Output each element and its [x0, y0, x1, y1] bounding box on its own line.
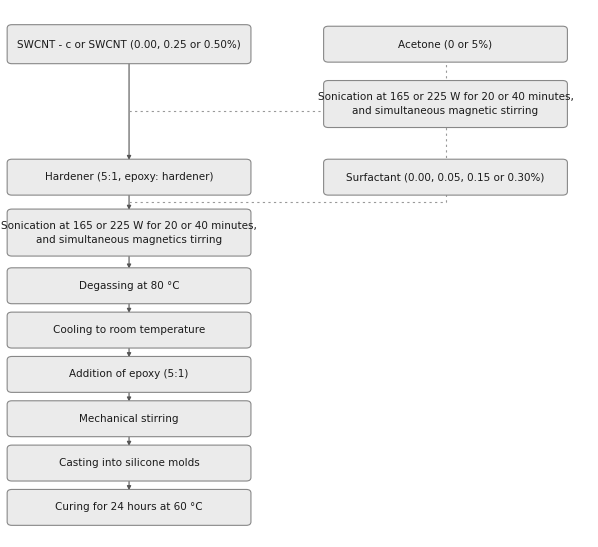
Text: Casting into silicone molds: Casting into silicone molds [59, 458, 199, 468]
FancyBboxPatch shape [7, 490, 251, 525]
FancyBboxPatch shape [324, 26, 568, 62]
FancyBboxPatch shape [7, 25, 251, 63]
Text: Addition of epoxy (5:1): Addition of epoxy (5:1) [69, 369, 189, 380]
Text: Hardener (5:1, epoxy: hardener): Hardener (5:1, epoxy: hardener) [45, 172, 213, 182]
Text: Mechanical stirring: Mechanical stirring [80, 414, 179, 424]
Text: Cooling to room temperature: Cooling to room temperature [53, 325, 205, 335]
Text: Sonication at 165 or 225 W for 20 or 40 minutes,
and simultaneous magnetic stirr: Sonication at 165 or 225 W for 20 or 40 … [318, 92, 573, 116]
FancyBboxPatch shape [324, 159, 568, 195]
FancyBboxPatch shape [324, 80, 568, 127]
FancyBboxPatch shape [7, 159, 251, 195]
FancyBboxPatch shape [7, 268, 251, 304]
Text: Degassing at 80 °C: Degassing at 80 °C [79, 281, 179, 291]
Text: Acetone (0 or 5%): Acetone (0 or 5%) [398, 39, 493, 49]
FancyBboxPatch shape [7, 209, 251, 256]
Text: Sonication at 165 or 225 W for 20 or 40 minutes,
and simultaneous magnetics tirr: Sonication at 165 or 225 W for 20 or 40 … [1, 220, 257, 245]
FancyBboxPatch shape [7, 312, 251, 348]
FancyBboxPatch shape [7, 445, 251, 481]
Text: Curing for 24 hours at 60 °C: Curing for 24 hours at 60 °C [55, 502, 203, 513]
Text: Surfactant (0.00, 0.05, 0.15 or 0.30%): Surfactant (0.00, 0.05, 0.15 or 0.30%) [346, 172, 545, 182]
FancyBboxPatch shape [7, 357, 251, 392]
Text: SWCNT - c or SWCNT (0.00, 0.25 or 0.50%): SWCNT - c or SWCNT (0.00, 0.25 or 0.50%) [17, 39, 241, 49]
FancyBboxPatch shape [7, 401, 251, 437]
